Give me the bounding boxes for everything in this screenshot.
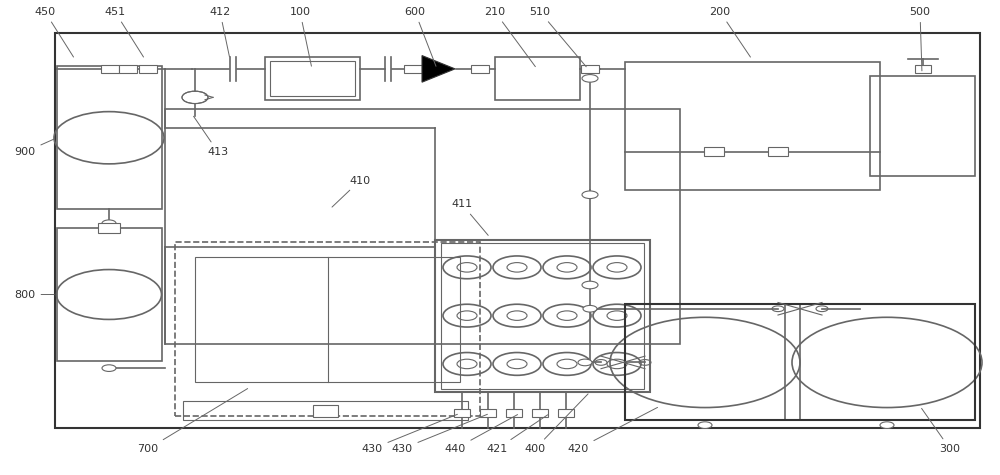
Bar bbox=[625, 62, 880, 190]
Bar bbox=[435, 240, 650, 392]
Bar bbox=[404, 65, 422, 73]
Text: 700: 700 bbox=[137, 389, 248, 454]
Text: 411: 411 bbox=[451, 199, 488, 236]
Bar bbox=[768, 147, 788, 156]
Bar bbox=[454, 409, 470, 417]
Bar bbox=[480, 409, 496, 417]
Bar bbox=[506, 409, 522, 417]
Circle shape bbox=[582, 191, 598, 199]
Text: 450: 450 bbox=[34, 7, 74, 57]
Bar bbox=[183, 401, 468, 420]
Text: 510: 510 bbox=[530, 7, 586, 67]
Bar bbox=[101, 65, 119, 73]
Bar bbox=[495, 57, 580, 100]
Bar bbox=[532, 409, 548, 417]
Text: 800: 800 bbox=[14, 289, 54, 300]
Bar bbox=[313, 405, 338, 417]
Text: 210: 210 bbox=[484, 7, 535, 66]
Bar bbox=[441, 243, 644, 389]
Circle shape bbox=[578, 359, 592, 366]
Bar bbox=[195, 256, 460, 382]
Bar bbox=[139, 65, 157, 73]
Bar bbox=[57, 228, 162, 361]
Bar bbox=[625, 304, 975, 420]
Text: 400: 400 bbox=[524, 394, 588, 454]
Bar bbox=[55, 33, 980, 428]
Bar bbox=[704, 147, 724, 156]
Bar bbox=[165, 109, 680, 344]
Circle shape bbox=[582, 75, 598, 82]
Bar bbox=[870, 76, 975, 176]
Bar bbox=[581, 65, 599, 73]
Circle shape bbox=[102, 365, 116, 371]
Circle shape bbox=[102, 220, 116, 227]
Bar bbox=[270, 61, 355, 96]
Text: 500: 500 bbox=[910, 7, 930, 71]
Bar bbox=[98, 223, 120, 233]
Circle shape bbox=[698, 422, 712, 428]
Bar bbox=[175, 242, 480, 416]
Circle shape bbox=[583, 305, 597, 312]
Text: 900: 900 bbox=[14, 139, 54, 157]
Text: 100: 100 bbox=[290, 7, 311, 66]
Text: 421: 421 bbox=[486, 415, 548, 454]
Bar bbox=[471, 65, 489, 73]
Polygon shape bbox=[422, 56, 455, 82]
Bar bbox=[914, 65, 930, 73]
Text: 430: 430 bbox=[361, 414, 457, 454]
Text: 430: 430 bbox=[391, 414, 487, 454]
Text: 412: 412 bbox=[209, 7, 231, 57]
Text: 300: 300 bbox=[922, 408, 960, 454]
Text: 420: 420 bbox=[567, 408, 658, 454]
Bar bbox=[558, 409, 574, 417]
Text: 200: 200 bbox=[709, 7, 750, 57]
Text: 451: 451 bbox=[104, 7, 144, 57]
Text: 410: 410 bbox=[332, 175, 371, 207]
Text: 440: 440 bbox=[444, 415, 518, 454]
Bar bbox=[119, 65, 137, 73]
Bar bbox=[57, 66, 162, 209]
Text: 413: 413 bbox=[194, 116, 229, 157]
Bar bbox=[625, 304, 785, 420]
Text: 600: 600 bbox=[404, 7, 436, 66]
Bar bbox=[265, 57, 360, 100]
Circle shape bbox=[880, 422, 894, 428]
Circle shape bbox=[582, 281, 598, 289]
Bar bbox=[800, 304, 975, 420]
